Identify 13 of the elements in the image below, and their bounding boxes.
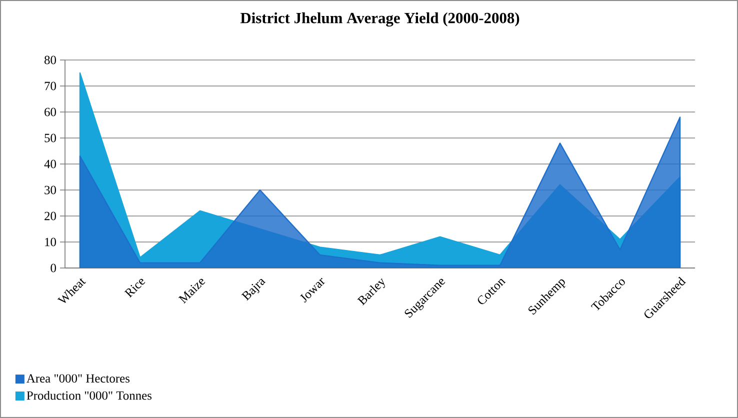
y-tick-label: 80 — [44, 56, 56, 64]
y-tick-label: 20 — [44, 212, 56, 220]
y-tick-label: 70 — [44, 82, 56, 90]
legend-label: Area "000" Hectores — [26, 374, 130, 383]
y-tick-label: 30 — [44, 186, 56, 194]
y-tick-label: 40 — [44, 160, 56, 168]
y-tick-label: 50 — [44, 134, 56, 142]
y-tick-label: 0 — [50, 264, 56, 272]
legend-label: Production "000" Tonnes — [26, 390, 152, 400]
y-tick-label: 10 — [45, 238, 56, 246]
x-tick-label: Rice — [124, 278, 146, 298]
chart-title: District Jhelum Average Yield (2000-2008) — [240, 12, 520, 26]
y-tick-label: 60 — [44, 108, 56, 116]
